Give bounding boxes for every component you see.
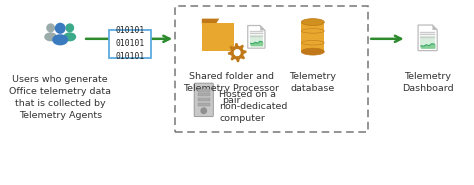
Circle shape (235, 50, 240, 55)
FancyBboxPatch shape (198, 93, 210, 96)
FancyBboxPatch shape (109, 30, 151, 58)
Circle shape (47, 24, 55, 32)
FancyBboxPatch shape (301, 22, 324, 52)
FancyBboxPatch shape (202, 25, 234, 51)
FancyBboxPatch shape (198, 98, 210, 101)
FancyBboxPatch shape (250, 35, 263, 45)
Ellipse shape (64, 33, 75, 41)
FancyBboxPatch shape (202, 23, 234, 26)
Text: Hosted on a
non-dedicated
computer: Hosted on a non-dedicated computer (219, 90, 287, 123)
Text: Telemetry
database: Telemetry database (289, 72, 337, 93)
Ellipse shape (301, 48, 324, 55)
Ellipse shape (301, 19, 324, 26)
FancyBboxPatch shape (194, 83, 213, 117)
Circle shape (55, 23, 65, 33)
Text: Telemetry
Dashboard: Telemetry Dashboard (402, 72, 454, 93)
Polygon shape (418, 25, 437, 51)
FancyBboxPatch shape (198, 89, 210, 92)
Text: 010101
010101
010101: 010101 010101 010101 (116, 26, 145, 61)
Polygon shape (202, 19, 219, 25)
Polygon shape (432, 25, 437, 30)
Circle shape (201, 108, 206, 113)
Ellipse shape (45, 33, 56, 41)
Polygon shape (228, 43, 246, 62)
FancyBboxPatch shape (198, 103, 210, 106)
Polygon shape (260, 26, 265, 31)
FancyBboxPatch shape (420, 36, 435, 48)
Polygon shape (248, 26, 265, 48)
Circle shape (66, 24, 73, 32)
Ellipse shape (53, 35, 67, 45)
Text: Users who generate
Office telemetry data
that is collected by
Telemetry Agents: Users who generate Office telemetry data… (9, 75, 111, 120)
Text: Shared folder and
Telemetry Processor
pair: Shared folder and Telemetry Processor pa… (183, 72, 280, 105)
